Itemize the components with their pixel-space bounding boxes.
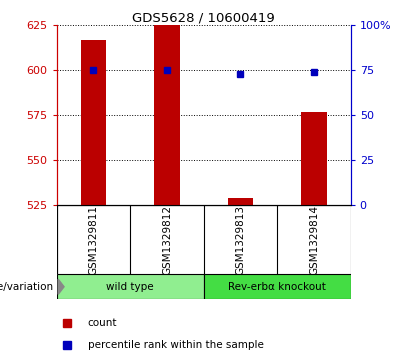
Title: GDS5628 / 10600419: GDS5628 / 10600419 <box>132 11 275 24</box>
Text: GSM1329814: GSM1329814 <box>309 205 319 274</box>
Text: genotype/variation: genotype/variation <box>0 282 54 292</box>
Bar <box>57 274 204 299</box>
Bar <box>228 198 253 205</box>
Text: GSM1329811: GSM1329811 <box>89 205 98 274</box>
Text: wild type: wild type <box>106 282 154 292</box>
Text: Rev-erbα knockout: Rev-erbα knockout <box>228 282 326 292</box>
Bar <box>154 25 180 205</box>
Bar <box>301 112 327 205</box>
Polygon shape <box>58 279 64 294</box>
Text: count: count <box>88 318 117 328</box>
Text: GSM1329813: GSM1329813 <box>236 205 245 274</box>
Bar <box>204 274 351 299</box>
Bar <box>81 40 106 205</box>
Text: percentile rank within the sample: percentile rank within the sample <box>88 340 264 350</box>
Text: GSM1329812: GSM1329812 <box>162 205 172 274</box>
